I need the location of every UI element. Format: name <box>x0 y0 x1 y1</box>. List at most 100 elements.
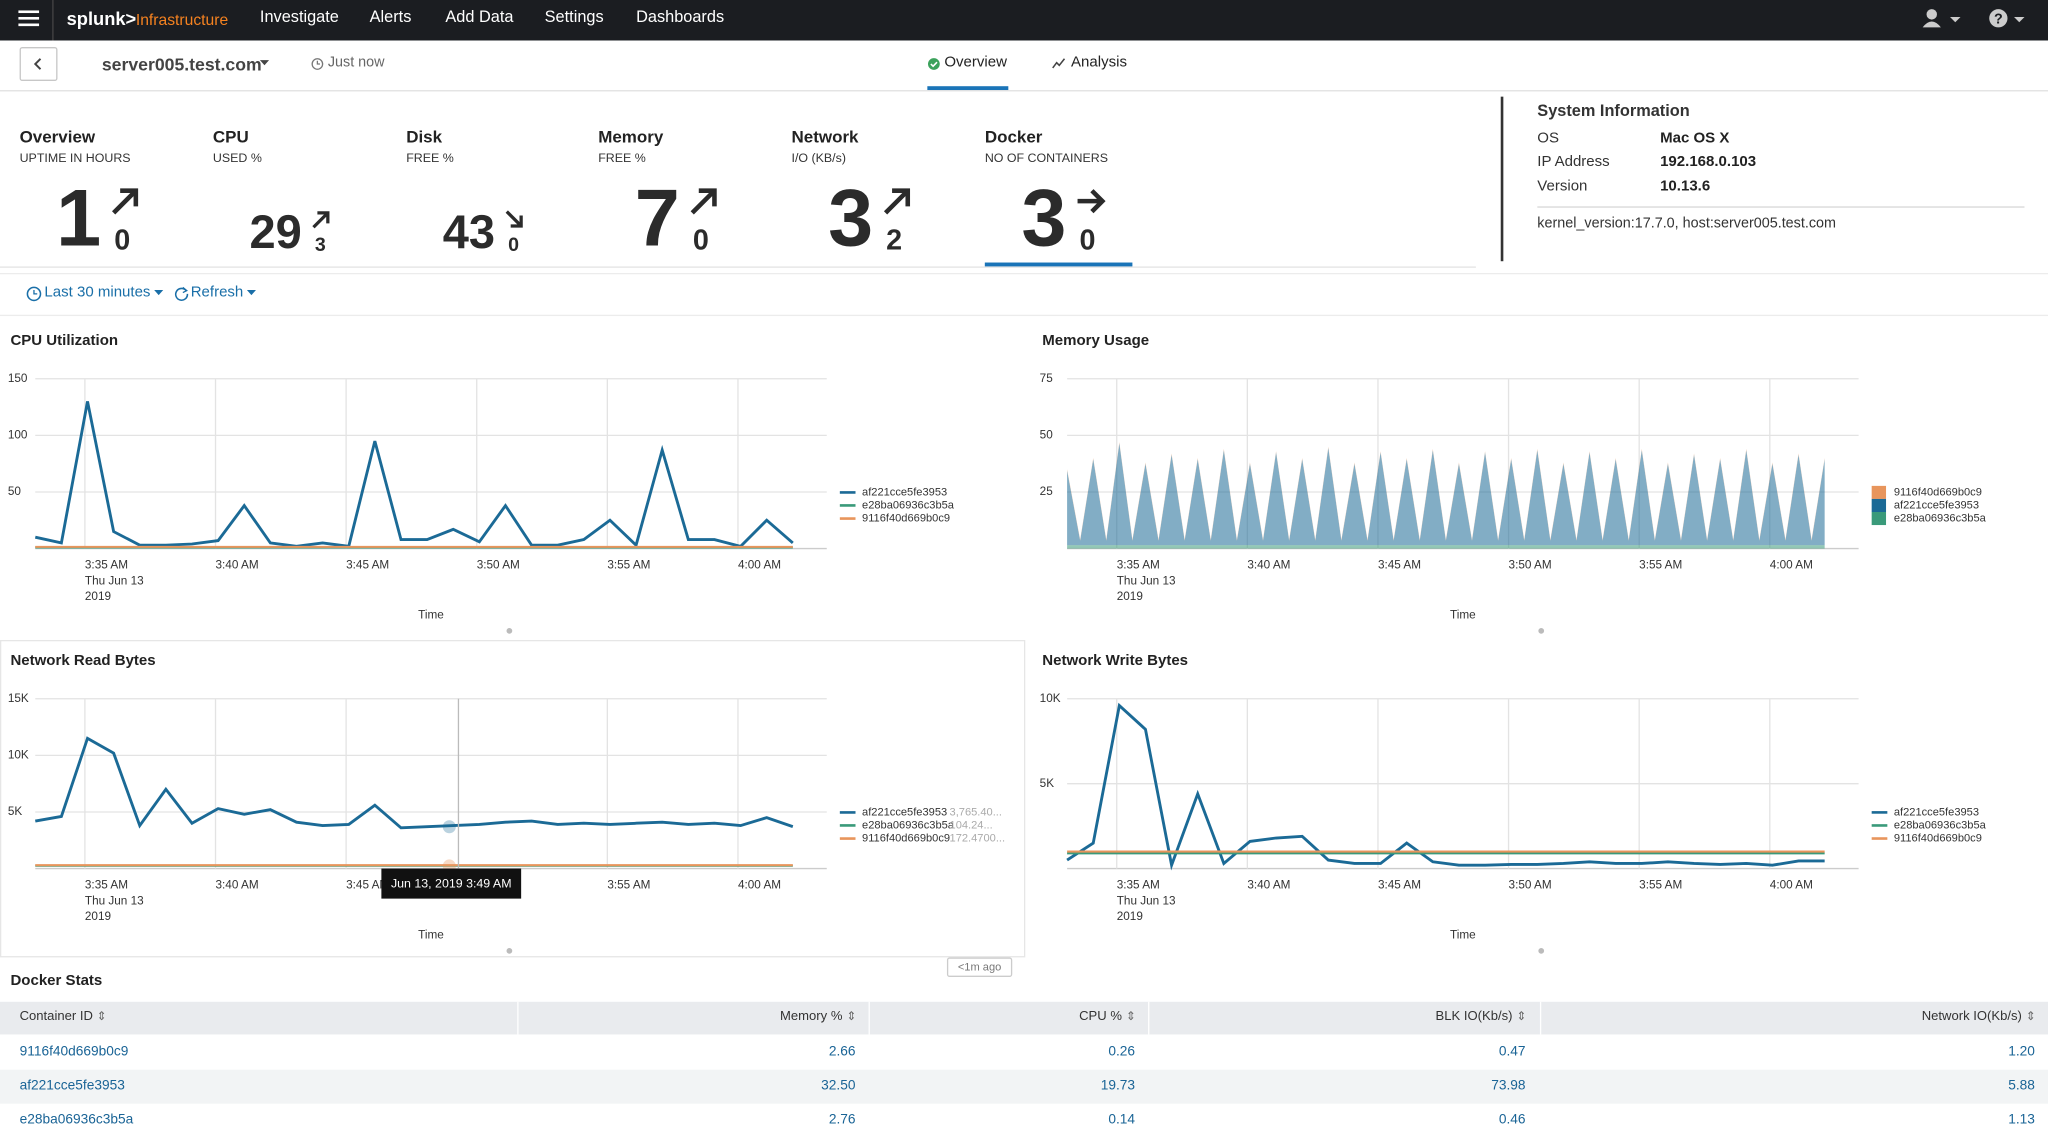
series-line <box>34 401 794 548</box>
info-label: IP Address <box>1537 154 1610 170</box>
x-tick-label: 3:35 AM <box>85 879 128 892</box>
kpi-tile[interactable]: Disk FREE % 43 0 <box>406 127 589 268</box>
table-cell: 73.98 <box>1491 1077 1526 1094</box>
table-cell: 32.50 <box>821 1077 856 1094</box>
chart-title: Memory Usage <box>1042 332 1149 349</box>
refresh-button[interactable]: Refresh <box>190 284 244 301</box>
host-name[interactable]: server005.test.com <box>101 54 262 75</box>
kpi-subtitle: USED % <box>212 151 262 166</box>
kpi-trend: 3 <box>310 210 344 255</box>
y-tick-label: 150 <box>8 372 28 385</box>
x-tick-label: 3:55 AM <box>1639 559 1682 572</box>
x-tick-label: 3:40 AM <box>216 559 259 572</box>
nav-item[interactable]: Settings <box>544 7 604 27</box>
kpi-trend: 2 <box>881 187 915 254</box>
column-header[interactable]: CPU % <box>1079 1009 1122 1024</box>
kpi-subtitle: I/O (KB/s) <box>791 151 846 166</box>
container-link[interactable]: af221cce5fe3953 <box>19 1077 125 1094</box>
sort-icon[interactable]: ⇕ <box>1516 1009 1527 1023</box>
info-value: 10.13.6 <box>1660 178 1711 195</box>
nav-item[interactable]: Investigate <box>259 7 339 27</box>
nav-bar: splunk> Infrastructure Investigate Alert… <box>0 0 2048 41</box>
legend-label: e28ba06936c3b5a <box>862 819 955 831</box>
sort-icon[interactable]: ⇕ <box>96 1009 107 1023</box>
nav-item[interactable]: Dashboards <box>636 7 725 27</box>
sort-icon[interactable]: ⇕ <box>2025 1009 2036 1023</box>
series-area <box>1067 545 1825 549</box>
x-tick-sublabel: Thu Jun 13 <box>1117 894 1176 907</box>
x-tick-label: 3:50 AM <box>477 559 520 572</box>
kpi-delta: 0 <box>114 223 131 256</box>
container-link[interactable]: 9116f40d669b0c9 <box>19 1043 129 1060</box>
nav-item[interactable]: Add Data <box>445 7 514 27</box>
column-header[interactable]: Container ID <box>19 1009 93 1024</box>
kpi-subtitle: FREE % <box>406 151 454 166</box>
y-tick-label: 10K <box>1040 692 1061 705</box>
legend-value: 172.4700... <box>950 832 1006 844</box>
container-link[interactable]: e28ba06936c3b5a <box>19 1111 134 1128</box>
column-header[interactable]: Network IO(Kb/s) <box>1921 1009 2022 1024</box>
x-tick-label: 3:55 AM <box>607 879 650 892</box>
kpi-tile[interactable]: Docker NO OF CONTAINERS 3 0 <box>985 127 1168 268</box>
chart: Network Read Bytes 5K 10K 15K 3:35 AM 3:40 AM… <box>8 652 1006 954</box>
kpi-tile[interactable]: Overview UPTIME IN HOURS 1 0 <box>20 127 203 268</box>
kpi-value: 3 <box>828 174 874 265</box>
dropdown-caret <box>154 289 164 296</box>
active-tab-indicator <box>927 86 1009 91</box>
tab[interactable]: Overview <box>944 54 1007 71</box>
series-line <box>35 736 794 830</box>
scroll-indicator <box>1538 627 1545 634</box>
time-range-picker[interactable]: Last 30 minutes <box>44 284 151 301</box>
kpi-value: 43 <box>442 205 496 259</box>
y-tick-label: 50 <box>8 485 22 498</box>
kpi-title: Network <box>791 126 859 147</box>
column-header[interactable]: Memory % <box>780 1009 843 1024</box>
x-tick-sublabel: 2019 <box>85 910 111 923</box>
sort-icon[interactable]: ⇕ <box>1125 1009 1136 1023</box>
table-cell: 0.47 <box>1498 1043 1526 1060</box>
logo[interactable]: splunk> <box>66 7 137 29</box>
tab[interactable]: Analysis <box>1071 54 1127 71</box>
legend-label: 9116f40d669b0c9 <box>1894 832 1982 844</box>
sort-icon[interactable]: ⇕ <box>846 1009 857 1023</box>
x-tick-label: 3:35 AM <box>85 559 128 572</box>
table-cell: 0.14 <box>1108 1111 1136 1128</box>
column-divider <box>1148 1001 1150 1035</box>
user-menu[interactable] <box>1922 8 1965 32</box>
system-info-title: System Information <box>1537 101 1690 121</box>
legend-swatch <box>1871 498 1887 512</box>
tooltip-box <box>381 868 522 899</box>
legend-label: af221cce5fe3953 <box>1894 806 1979 818</box>
clock-icon <box>311 58 324 70</box>
refresh-icon <box>174 286 189 301</box>
kpi-trend: 0 <box>109 187 143 256</box>
x-tick-label: 3:45 AM <box>346 559 389 572</box>
kpi-tile[interactable]: Network I/O (KB/s) 3 2 <box>792 127 975 268</box>
trend-up-icon <box>112 188 139 215</box>
chart-title: CPU Utilization <box>10 332 118 349</box>
back-icon <box>33 58 42 70</box>
x-tick-label: 4:00 AM <box>738 879 781 892</box>
legend-value: 3,765.40... <box>950 806 1002 818</box>
column-divider <box>868 1001 870 1035</box>
kpi-value: 3 <box>1021 174 1067 265</box>
x-tick-label: 3:35 AM <box>1117 879 1160 892</box>
active-kpi-indicator <box>984 262 1133 267</box>
menu-icon[interactable] <box>18 9 40 27</box>
x-tick-label: 3:55 AM <box>607 559 650 572</box>
toolbar <box>0 272 2048 317</box>
hover-point <box>442 820 456 834</box>
product-name[interactable]: Infrastructure <box>135 10 229 29</box>
freshness-badge: <1m ago <box>946 957 1013 977</box>
kpi-tile[interactable]: CPU USED % 29 3 <box>213 127 396 268</box>
back-button[interactable] <box>19 47 58 81</box>
tooltip-text: Jun 13, 2019 3:49 AM <box>391 877 512 891</box>
column-header[interactable]: BLK IO(Kb/s) <box>1435 1009 1513 1024</box>
help-menu[interactable]: ? <box>1988 8 2030 32</box>
nav-item[interactable]: Alerts <box>369 7 412 27</box>
trend-up-icon <box>312 211 330 229</box>
kpi-trend: 0 <box>1074 187 1108 254</box>
trend-flat-icon <box>1078 189 1107 214</box>
kpi-tile[interactable]: Memory FREE % 7 0 <box>598 127 781 268</box>
scroll-indicator <box>506 627 513 634</box>
